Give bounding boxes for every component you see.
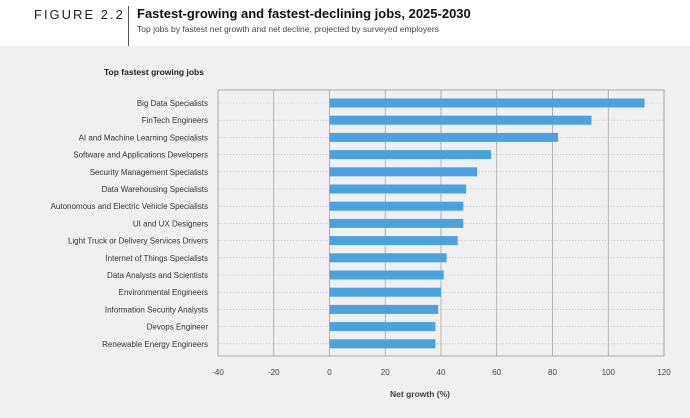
figure-header: FIGURE 2.2 Fastest-growing and fastest-d… [0,0,690,46]
x-tick-label: 20 [381,368,390,377]
x-tick-label: 80 [548,368,557,377]
category-label: Software and Applications Developers [73,151,208,160]
bar [329,218,464,228]
category-label: Renewable Energy Engineers [102,340,208,349]
bar [329,115,592,125]
x-tick-label: 100 [602,368,616,377]
category-labels: Big Data Specialists FinTech Engineers AI … [51,99,209,349]
figure-title: Fastest-growing and fastest-declining jo… [137,6,471,21]
x-tick-label: 60 [492,368,501,377]
bar [329,339,436,349]
chart-title: Top fastest growing jobs [104,67,204,77]
x-tick-label: 40 [437,368,446,377]
bar [329,184,467,194]
x-tick-label: 120 [657,368,671,377]
bar [329,201,464,211]
category-label: Autonomous and Electric Vehicle Speciali… [51,202,208,211]
x-tick-label: 0 [327,368,332,377]
category-label: Devops Engineer [147,323,209,332]
bar [329,253,447,263]
category-label: UI and UX Designers [133,219,208,228]
bar [329,322,436,332]
category-label: Environmental Engineers [119,288,208,297]
category-label: AI and Machine Learning Specialists [79,133,208,142]
bar [329,98,645,108]
bars [329,98,645,349]
category-label: Information Security Analysts [105,305,208,314]
figure-subtitle: Top jobs by fastest net growth and net d… [137,24,439,34]
bar [329,236,458,246]
category-label: Light Truck or Delivery Services Drivers [68,237,208,246]
header-divider [128,6,129,46]
bar [329,304,439,314]
x-tick-label: -20 [268,368,280,377]
category-label: Internet of Things Specialists [105,254,208,263]
bar [329,270,444,280]
figure-label: FIGURE 2.2 [34,7,125,22]
category-label: Data Analysts and Scientists [107,271,208,280]
category-label: Data Warehousing Specialists [102,185,208,194]
category-label: Security Management Specialists [90,168,208,177]
x-tick-label: -40 [212,368,224,377]
x-axis-label: Net growth (%) [390,389,450,399]
bar [329,132,559,142]
bar [329,150,492,160]
tick-labels: -40 -20 0 20 40 60 80 100 120 [212,368,671,377]
category-label: FinTech Engineers [142,116,208,125]
category-label: Big Data Specialists [137,99,208,108]
bar [329,287,441,297]
bar [329,167,478,177]
